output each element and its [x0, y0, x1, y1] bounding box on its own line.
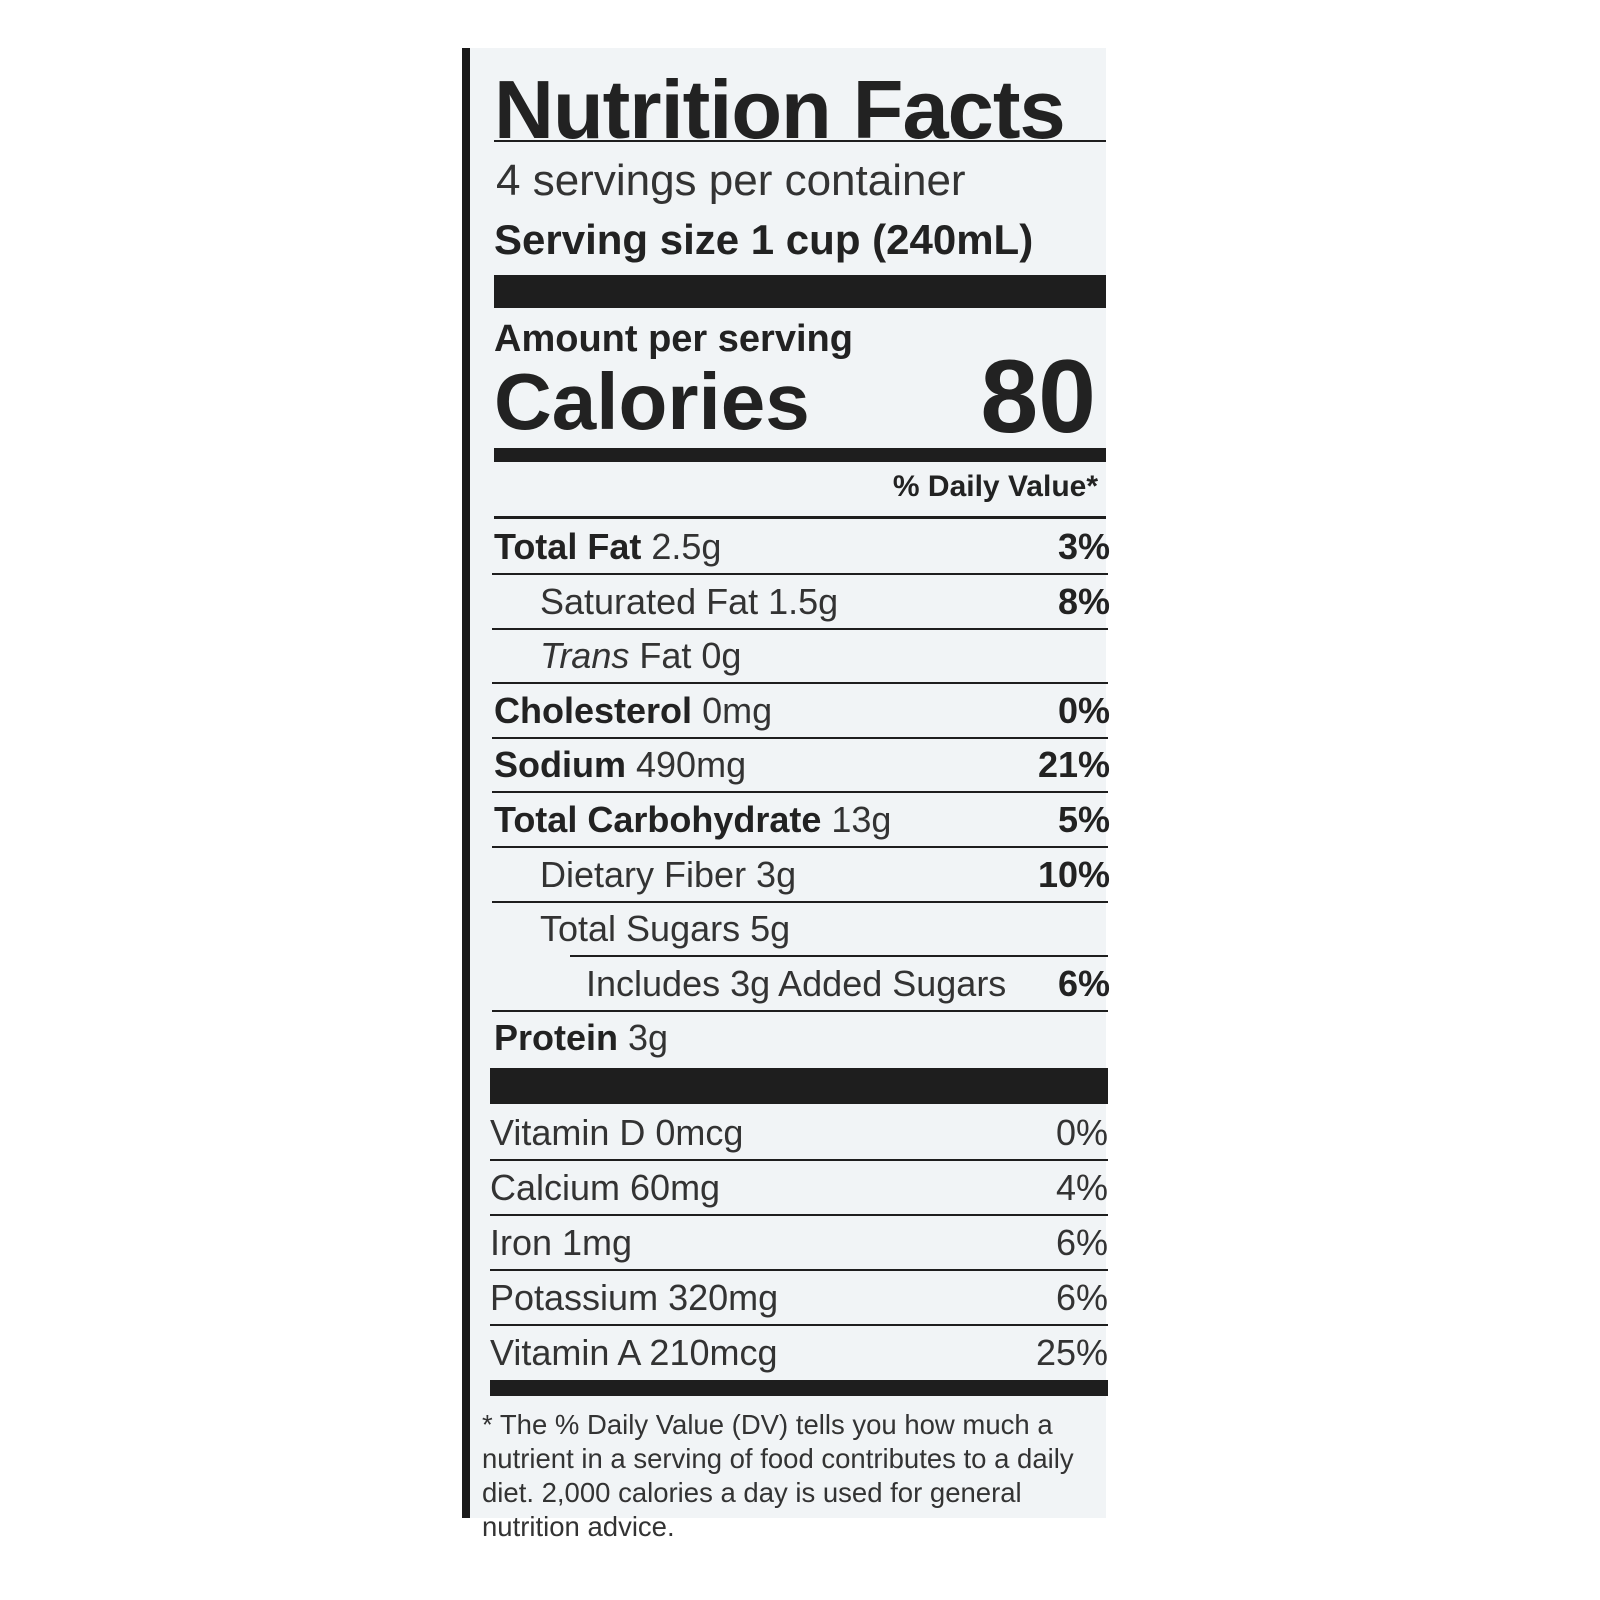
nutrient-label: Total Sugars 5g [540, 902, 790, 956]
title: Nutrition Facts [494, 63, 1066, 156]
row-rule [492, 573, 1108, 575]
row-rule [492, 900, 1108, 903]
serving-size: Serving size 1 cup (240mL) [494, 216, 1033, 264]
row-rule [492, 846, 1108, 848]
nutrient-row: Sodium 490mg 21% [494, 738, 1110, 792]
amount-per-serving: Amount per serving [494, 318, 853, 360]
serving-size-label: Serving size [494, 216, 740, 263]
vitamin-row: Vitamin D 0mcg 0% [490, 1106, 1108, 1160]
calories-value: 80 [980, 339, 1096, 455]
nutrient-name: Saturated Fat 1.5g [540, 580, 839, 622]
nutrient-row: Total Carbohydrate 13g 5% [494, 793, 1110, 847]
nutrient-label: Includes 3g Added Sugars [586, 957, 1006, 1011]
nutrient-label: Saturated Fat 1.5g [540, 575, 838, 629]
nutrient-label: Cholesterol 0mg [494, 684, 772, 738]
nutrient-dv: 10% [1037, 853, 1110, 895]
nutrition-label: Nutrition Facts 4 servings per container… [462, 48, 1110, 1542]
vitamin-dv: 6% [1055, 1222, 1108, 1263]
vitamin-name: Potassium 320mg [490, 1277, 779, 1318]
nutrient-row: Saturated Fat 1.5g 8% [494, 575, 1110, 629]
vitamin-dv: 0% [1055, 1112, 1108, 1153]
nutrient-amount: 490mg [636, 744, 747, 786]
nutrient-amount: 2.5g [651, 526, 722, 567]
servings: 4 servings per container [496, 156, 966, 205]
nutrient-dv: 6% [1057, 962, 1110, 1004]
nutrient-name: Fat 0g [639, 635, 742, 677]
nutrient-row: Cholesterol 0mg 0% [494, 684, 1110, 738]
vitamin-row: Calcium 60mg 4% [490, 1161, 1108, 1215]
nutrient-amount: 3g [628, 1017, 669, 1059]
nutrient-label: Dietary Fiber 3g [540, 848, 796, 902]
nutrient-dv: 0% [1057, 689, 1110, 731]
vitamin-row: Potassium 320mg 6% [490, 1271, 1108, 1325]
vitamin-dv: 25% [1035, 1332, 1108, 1373]
row-rule [492, 1009, 1108, 1012]
row-rule [492, 682, 1108, 685]
nutrient-row: Includes 3g Added Sugars 6% [494, 957, 1110, 1011]
nutrient-name: Protein [494, 1017, 619, 1059]
vitamin-row: Vitamin A 210mcg 25% [490, 1326, 1108, 1380]
vitamin-name: Calcium 60mg [490, 1167, 721, 1208]
nutrient-row: Trans Fat 0g [494, 629, 1110, 683]
nutrient-dv: 5% [1057, 799, 1110, 840]
vitamin-dv: 6% [1055, 1277, 1108, 1318]
nutrient-row: Total Fat 2.5g 3% [494, 520, 1110, 574]
nutrient-dv: 21% [1037, 744, 1110, 786]
row-rule [490, 1269, 1108, 1271]
vitamin-name: Vitamin A 210mcg [490, 1332, 778, 1373]
row-rule [492, 627, 1108, 630]
nutrient-row: Dietary Fiber 3g 10% [494, 848, 1110, 902]
row-rule [490, 1214, 1108, 1216]
nutrient-name: Total Fat [494, 526, 642, 567]
row-rule [570, 955, 1108, 958]
nutrient-label: Total Fat 2.5g [494, 520, 721, 574]
row-rule [490, 1159, 1108, 1161]
nutrient-label: Trans Fat 0g [540, 629, 741, 683]
vitamin-dv: 4% [1055, 1167, 1108, 1208]
nutrient-italic: Trans [540, 635, 630, 677]
daily-value-heading: % Daily Value* [892, 470, 1098, 503]
row-rule [490, 1324, 1108, 1326]
nutrient-name: Total Sugars 5g [540, 908, 791, 950]
footnote: * The % Daily Value (DV) tells you how m… [482, 1409, 1074, 1542]
nutrient-row: Protein 3g [494, 1011, 1110, 1065]
nutrient-dv: 8% [1057, 580, 1110, 622]
nutrient-name: Sodium [494, 744, 626, 786]
nutrient-name: Total Carbohydrate [494, 799, 822, 840]
nutrient-amount: 13g [831, 799, 892, 840]
row-rule [492, 791, 1108, 794]
calories-label: Calories [494, 357, 810, 446]
row-rule [492, 736, 1108, 739]
nutrient-name: Includes 3g Added Sugars [586, 962, 1007, 1004]
nutrient-name: Dietary Fiber 3g [540, 853, 797, 895]
nutrient-row: Total Sugars 5g [494, 902, 1110, 956]
nutrient-label: Protein 3g [494, 1011, 668, 1065]
vitamin-name: Vitamin D 0mcg [490, 1112, 744, 1153]
nutrient-label: Sodium 490mg [494, 738, 746, 792]
vitamin-row: Iron 1mg 6% [490, 1216, 1108, 1270]
nutrient-dv: 3% [1057, 526, 1110, 567]
serving-size-value: 1 cup (240mL) [750, 216, 1034, 263]
vitamin-name: Iron 1mg [490, 1222, 633, 1263]
nutrient-name: Cholesterol [494, 689, 693, 731]
nutrient-amount: 0mg [702, 689, 773, 731]
nutrient-label: Total Carbohydrate 13g [494, 793, 891, 847]
